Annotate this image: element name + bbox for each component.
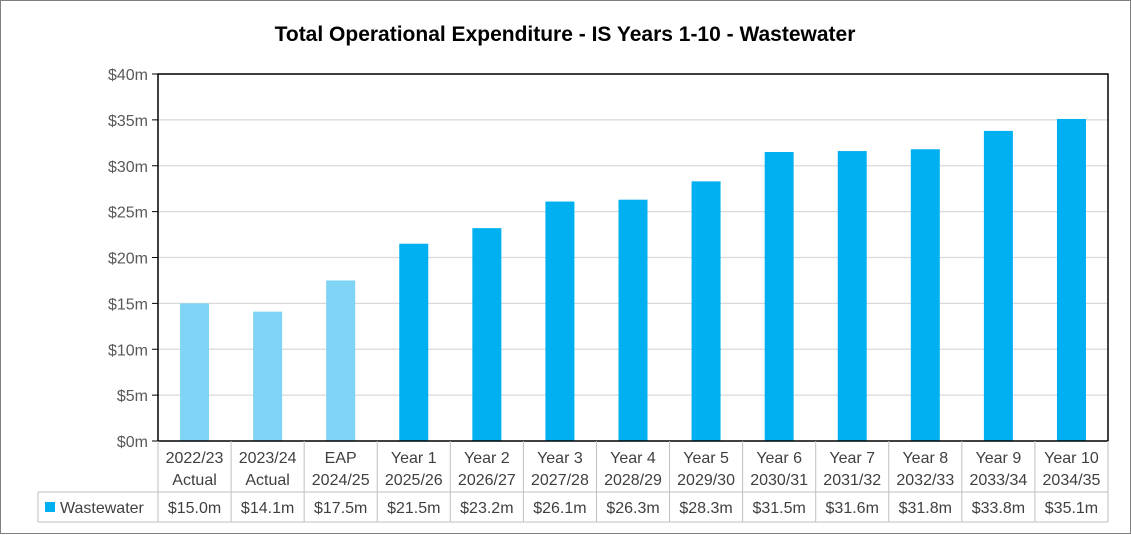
chart-title: Total Operational Expenditure - IS Years… [275,23,856,46]
category-label: 2032/33 [896,472,954,489]
category-label: 2030/31 [750,472,808,489]
y-tick-label: $0m [117,434,148,451]
bar [253,311,283,441]
category-label: 2022/23 [166,450,224,467]
y-tick-label: $25m [108,205,148,222]
bar [910,149,940,442]
category-label: 2024/25 [312,472,370,489]
bar [180,303,210,441]
category-label: Year 2 [464,450,510,467]
data-label: $15.0m [168,500,221,517]
category-label: Actual [245,472,289,489]
y-axis-ticks: $0m $5m $10m $15m $20m $25m $30m $35m $40m [108,67,158,451]
category-label: Year 8 [902,450,948,467]
category-label: 2029/30 [677,472,735,489]
category-label: Actual [172,472,216,489]
data-label: $14.1m [241,500,294,517]
bar [545,201,575,441]
category-label: Year 1 [391,450,437,467]
category-label: Year 4 [610,450,656,467]
category-label: Year 10 [1044,450,1099,467]
data-label: $28.3m [679,500,732,517]
bar [691,181,721,441]
category-label: Year 7 [829,450,875,467]
bar [326,280,356,441]
y-tick-label: $30m [108,159,148,176]
data-label: $31.6m [826,500,879,517]
y-tick-label: $15m [108,296,148,313]
y-tick-label: $35m [108,113,148,130]
data-label: $17.5m [314,500,367,517]
data-label: $35.1m [1045,500,1098,517]
category-label: EAP [325,450,357,467]
bar [983,130,1013,441]
data-label: $26.1m [533,500,586,517]
bar [472,228,502,441]
category-label: 2028/29 [604,472,662,489]
category-label: 2033/34 [969,472,1027,489]
bar [837,151,867,441]
y-tick-label: $20m [108,251,148,268]
bar [764,151,794,442]
y-tick-label: $10m [108,342,148,359]
legend-label: Wastewater [60,500,145,517]
bar [399,243,429,441]
category-label: 2026/27 [458,472,516,489]
category-label: 2027/28 [531,472,589,489]
data-label: $31.8m [899,500,952,517]
bar [618,199,648,441]
category-label: 2034/35 [1043,472,1101,489]
category-label: Year 3 [537,450,583,467]
category-label: Year 9 [976,450,1022,467]
data-label: $26.3m [606,500,659,517]
data-table: 2022/23 Actual 2023/24 Actual EAP 2024/25 Year… [37,441,1109,523]
category-label: 2025/26 [385,472,443,489]
category-label: 2031/32 [823,472,881,489]
bar [1056,118,1086,442]
data-label: $33.8m [972,500,1025,517]
y-tick-label: $5m [117,388,148,405]
legend-swatch [45,502,55,512]
data-label: $23.2m [460,500,513,517]
category-label: 2023/24 [239,450,297,467]
y-tick-label: $40m [108,67,148,84]
category-label: Year 6 [756,450,802,467]
data-label: $21.5m [387,500,440,517]
data-label: $31.5m [752,500,805,517]
category-label: Year 5 [683,450,729,467]
bars [180,118,1086,442]
